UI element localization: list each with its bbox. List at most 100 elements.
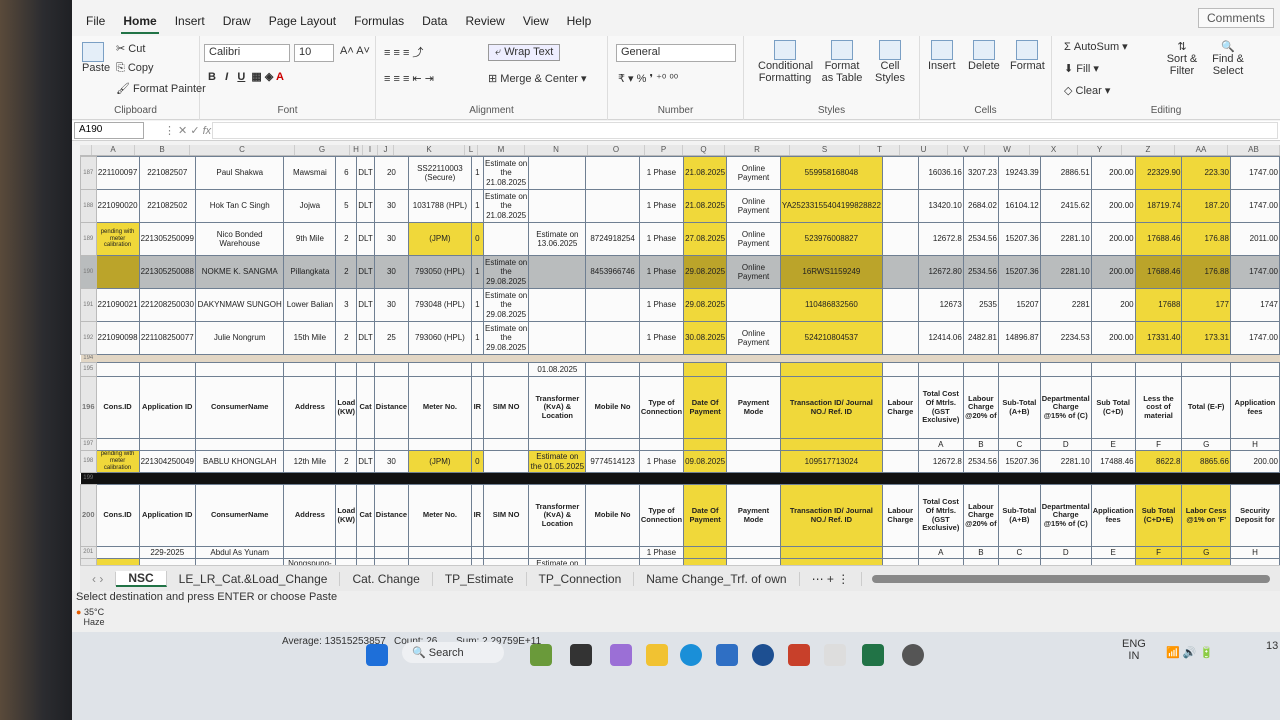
cell-M[interactable]: Estimate on the 29.08.2025: [482, 321, 530, 355]
cell-I[interactable]: [356, 546, 375, 559]
windows-start-icon[interactable]: [366, 644, 388, 666]
cell-J[interactable]: 20: [373, 156, 410, 190]
cell-H[interactable]: Load (KW): [335, 376, 358, 439]
cell-L[interactable]: 0: [470, 450, 484, 473]
cell-H[interactable]: 2: [335, 321, 358, 355]
cell-AB[interactable]: 2011.00: [1229, 558, 1280, 565]
cell-N[interactable]: 01.08.2025: [528, 362, 587, 377]
fx-icon[interactable]: ⋮ ✕ ✓ fx: [164, 125, 212, 137]
cell-B[interactable]: 221208250030: [138, 288, 196, 322]
cell-U[interactable]: [917, 362, 964, 377]
dell-icon[interactable]: [752, 644, 774, 666]
taskbar-search[interactable]: 🔍 Search: [402, 642, 504, 663]
font-size-select[interactable]: 10: [294, 44, 334, 62]
cell-K[interactable]: (JPM): [408, 450, 472, 473]
cell-T[interactable]: [881, 362, 919, 377]
cell-L[interactable]: 1: [470, 255, 484, 289]
cell-V[interactable]: 2684.02: [962, 189, 999, 223]
cell-U[interactable]: 12672.8: [917, 450, 964, 473]
cell-Y[interactable]: 17488.46: [1090, 450, 1136, 473]
cell-B[interactable]: 221305250070: [138, 558, 196, 565]
cell-A[interactable]: pending with meter calibration: [95, 222, 140, 256]
cell-W[interactable]: 19243.39: [997, 156, 1041, 190]
column-header-H[interactable]: H: [350, 145, 363, 155]
cell-H[interactable]: 2: [335, 558, 358, 565]
cell-A[interactable]: [95, 438, 140, 451]
clear-button[interactable]: ◇ Clear ▾: [1064, 85, 1111, 97]
sheet-tab[interactable]: Cat. Change: [340, 571, 433, 586]
cell-A[interactable]: 221100097: [95, 156, 140, 190]
cell-O[interactable]: [585, 546, 640, 559]
app-icon[interactable]: [824, 644, 846, 666]
cell-Z[interactable]: 17688: [1134, 288, 1183, 322]
cell-I[interactable]: DLT: [356, 255, 375, 289]
cell-U[interactable]: 16036.16: [917, 156, 964, 190]
column-header-B[interactable]: B: [135, 145, 190, 155]
cell-G[interactable]: Address: [283, 484, 337, 547]
cell-H[interactable]: [335, 546, 358, 559]
cell-AB[interactable]: 200.00: [1229, 450, 1280, 473]
cell-H[interactable]: 2: [335, 450, 358, 473]
cell-X[interactable]: Departmental Charge @15% of (C): [1039, 376, 1092, 439]
tab-data[interactable]: Data: [422, 14, 448, 28]
cell-C[interactable]: Paul Shakwa: [194, 156, 285, 190]
cell-Y[interactable]: E: [1090, 546, 1136, 559]
cell-I[interactable]: DLT: [356, 189, 375, 223]
cell-Z[interactable]: Sub Total (C+D+E): [1134, 484, 1183, 547]
cell-J[interactable]: 30: [373, 255, 410, 289]
cell-I[interactable]: DLT: [356, 450, 375, 473]
row-header[interactable]: 187: [80, 156, 97, 190]
cell-P[interactable]: 1 Phase: [638, 558, 685, 565]
cell-C[interactable]: ConsumerName: [194, 376, 285, 439]
column-header-W[interactable]: W: [985, 145, 1030, 155]
row-header[interactable]: 188: [80, 189, 97, 223]
cell-V[interactable]: 3207.23: [962, 156, 999, 190]
cell-K[interactable]: [408, 438, 472, 451]
cell-AA[interactable]: [1181, 362, 1231, 377]
cell-P[interactable]: [638, 362, 685, 377]
cell-Y[interactable]: [1090, 362, 1136, 377]
cell-H[interactable]: [335, 362, 358, 377]
cell-L[interactable]: [470, 438, 484, 451]
format-as-table-button[interactable]: Format as Table: [818, 40, 866, 84]
cell-Y[interactable]: Application fees: [1090, 484, 1136, 547]
column-header-A[interactable]: A: [92, 145, 135, 155]
cell-I[interactable]: DLT: [356, 321, 375, 355]
insert-button[interactable]: Insert: [928, 40, 956, 72]
bold-button[interactable]: B I U ▦ ◈ A: [208, 71, 284, 83]
cell-L[interactable]: [470, 546, 484, 559]
cell-S[interactable]: Transaction ID/ Journal NO./ Ref. ID: [779, 484, 883, 547]
edge-icon[interactable]: [680, 644, 702, 666]
cell-K[interactable]: [408, 362, 472, 377]
cell-N[interactable]: Estimate on 13.06.2025: [528, 222, 587, 256]
cell-T[interactable]: [881, 546, 919, 559]
cell-X[interactable]: 2281.10: [1039, 255, 1092, 289]
cell-I[interactable]: DLT: [356, 156, 375, 190]
row-header[interactable]: 192: [80, 321, 97, 355]
cell-AB[interactable]: 1747.00: [1229, 321, 1280, 355]
cell-J[interactable]: [373, 438, 410, 451]
horizontal-scrollbar[interactable]: [872, 574, 1270, 583]
cell-S[interactable]: 110486832560: [779, 288, 883, 322]
column-header-N[interactable]: N: [525, 145, 588, 155]
cell-Y[interactable]: 200.00: [1090, 189, 1136, 223]
cell-AB[interactable]: 1747: [1229, 288, 1280, 322]
cut-button[interactable]: ✂ Cut: [116, 43, 146, 55]
cell-U[interactable]: 13420.10: [917, 189, 964, 223]
cell-J[interactable]: 30: [373, 288, 410, 322]
cell-J[interactable]: 40: [373, 558, 410, 565]
column-header-K[interactable]: K: [394, 145, 465, 155]
cell-AA[interactable]: Total (E-F): [1181, 376, 1231, 439]
cell-Y[interactable]: 200.00: [1090, 321, 1136, 355]
column-header-U[interactable]: U: [900, 145, 948, 155]
sheet-tab[interactable]: TP_Connection: [527, 571, 635, 586]
cell-R[interactable]: [726, 450, 781, 473]
column-header-Q[interactable]: Q: [683, 145, 725, 155]
cell-P[interactable]: 1 Phase: [638, 156, 685, 190]
tab-review[interactable]: Review: [465, 14, 505, 28]
cell-G[interactable]: Address: [283, 376, 337, 439]
row-header[interactable]: 191: [80, 288, 97, 322]
cell-J[interactable]: 25: [373, 321, 410, 355]
cell-Z[interactable]: 17688.46: [1134, 255, 1183, 289]
cell-AA[interactable]: 8865.66: [1181, 450, 1231, 473]
